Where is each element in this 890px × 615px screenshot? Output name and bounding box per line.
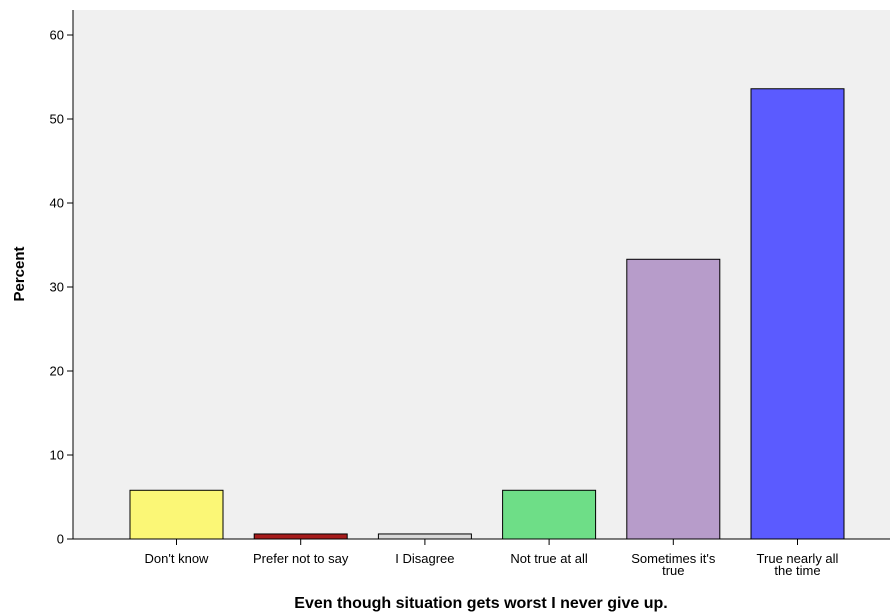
y-ticks-group: 0 10 20 30 40 50 60: [50, 28, 73, 547]
y-tick-label: 10: [50, 448, 64, 463]
x-tick-label-line: I Disagree: [395, 551, 454, 566]
bar: [626, 258, 721, 540]
x-tick-label: Prefer not to say: [253, 551, 349, 566]
y-tick-label: 40: [50, 196, 64, 211]
x-tick-label-line: Prefer not to say: [253, 551, 349, 566]
x-tick-label-line: Don't know: [145, 551, 210, 566]
y-tick-label: 30: [50, 280, 64, 295]
x-axis-title: Even though situation gets worst I never…: [294, 595, 667, 612]
bar: [129, 489, 224, 540]
x-tick-label: I Disagree: [395, 551, 454, 566]
x-tick-label-line: Not true at all: [510, 551, 587, 566]
y-tick-label: 50: [50, 112, 64, 127]
y-axis-title: Percent: [11, 246, 28, 301]
y-tick-label: 20: [50, 364, 64, 379]
bar: [377, 533, 472, 540]
y-tick-label: 60: [50, 28, 64, 43]
bar: [253, 533, 348, 540]
x-tick-label: True nearly all the time: [757, 551, 839, 578]
x-tick-label: Don't know: [145, 551, 210, 566]
x-tick-label-line: Sometimes it's: [631, 551, 716, 566]
x-tick-label-line: the time: [774, 563, 820, 578]
x-tick-label-line: True nearly all: [757, 551, 839, 566]
bar: [502, 489, 597, 540]
x-tick-label: Not true at all: [510, 551, 587, 566]
bar: [750, 88, 845, 540]
y-tick-label: 0: [57, 532, 64, 547]
x-tick-label: Sometimes it's true: [631, 551, 716, 578]
x-ticks-group: Don't know Prefer not to say I Disagree Not…: [145, 539, 839, 578]
bars-group: [129, 88, 845, 540]
x-tick-label-line: true: [662, 563, 684, 578]
